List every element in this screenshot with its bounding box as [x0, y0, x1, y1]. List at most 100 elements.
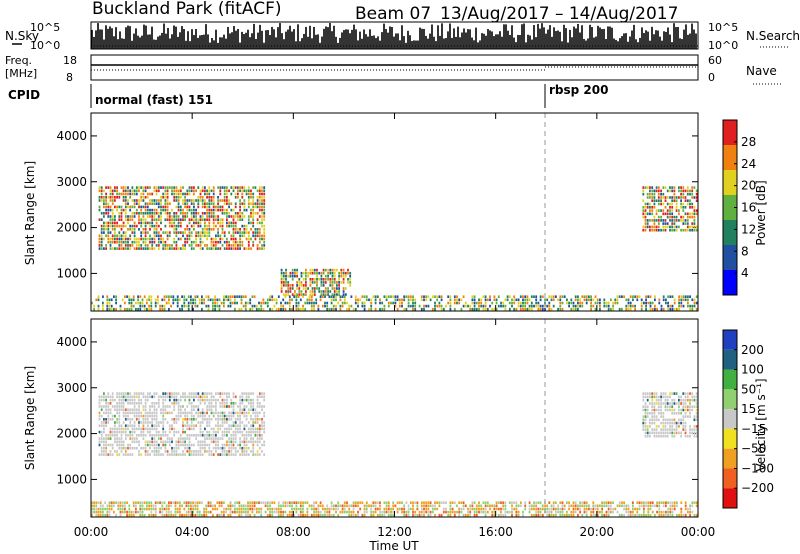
echo-cell [157, 434, 160, 437]
echo-cell [135, 408, 138, 411]
echo-cell [133, 437, 136, 440]
echo-cell [660, 513, 663, 517]
echo-cell [434, 301, 436, 305]
echo-cell [412, 298, 414, 302]
echo-cell [504, 504, 507, 508]
echo-cell [173, 418, 176, 421]
echo-cell [329, 281, 332, 284]
echo-cell [414, 510, 417, 514]
echo-cell [642, 425, 645, 428]
echo-cell [504, 501, 507, 504]
freq-tick-high: 18 [63, 54, 77, 67]
echo-cell [489, 304, 491, 308]
echo-cell [313, 504, 315, 508]
echo-cell [107, 205, 110, 209]
echo-cell [193, 212, 195, 215]
echo-cell [146, 196, 149, 199]
echo-cell [666, 405, 669, 408]
echo-cell [678, 304, 680, 308]
echo-cell [212, 453, 215, 456]
echo-cell [585, 510, 588, 514]
echo-cell [215, 247, 217, 250]
echo-cell [140, 237, 143, 241]
echo-cell [107, 231, 110, 234]
echo-cell [146, 247, 149, 250]
echo-cell [658, 510, 661, 514]
echo-cell [93, 510, 95, 514]
echo-cell [302, 510, 304, 514]
echo-cell [127, 411, 129, 415]
echo-cell [133, 405, 136, 408]
echo-cell [226, 453, 228, 456]
echo-cell [154, 501, 157, 504]
echo-cell [204, 221, 206, 225]
echo-cell [103, 224, 105, 228]
echo-cell [263, 240, 266, 244]
echo-cell [212, 215, 215, 218]
echo-cell [684, 501, 687, 504]
echo-cell [581, 295, 584, 298]
echo-cell [103, 247, 105, 250]
echo-cell [252, 199, 255, 202]
echo-cell [166, 208, 169, 212]
echo-cell [197, 414, 200, 418]
echo-cell [484, 501, 487, 504]
echo-cell [131, 395, 134, 399]
echo-cell [195, 405, 197, 408]
echo-cell [574, 307, 577, 311]
echo-cell [682, 295, 685, 298]
echo-cell [655, 219, 658, 222]
echo-cell [209, 298, 212, 302]
echo-cell [337, 504, 340, 508]
echo-cell [691, 510, 694, 514]
echo-cell [300, 281, 303, 284]
echo-cell [199, 427, 202, 431]
echo-cell [686, 392, 689, 395]
echo-cell [306, 298, 309, 302]
echo-cell [110, 504, 113, 508]
echo-cell [669, 513, 672, 517]
echo-cell [234, 186, 237, 189]
echo-cell [365, 295, 368, 298]
echo-cell [226, 440, 228, 444]
echo-cell [109, 199, 112, 202]
echo-cell [234, 504, 236, 508]
echo-cell [695, 189, 698, 193]
echo-cell [205, 513, 208, 517]
echo-cell [359, 298, 362, 302]
echo-cell [671, 186, 674, 189]
echo-cell [109, 408, 112, 411]
echo-cell [146, 221, 149, 225]
echo-cell [493, 307, 496, 311]
echo-cell [288, 504, 291, 508]
echo-cell [280, 504, 282, 508]
echo-cell [219, 446, 222, 450]
echo-cell [667, 295, 669, 298]
echo-cell [181, 304, 183, 308]
echo-cell [208, 212, 211, 215]
echo-cell [129, 234, 132, 238]
echo-cell [436, 295, 439, 298]
echo-cell [258, 205, 261, 209]
echo-cell [330, 295, 333, 298]
echo-cell [183, 513, 186, 517]
echo-cell [480, 304, 483, 308]
echo-cell [162, 424, 165, 427]
echo-cell [550, 295, 553, 298]
echo-cell [669, 228, 671, 232]
echo-cell [241, 411, 244, 415]
echo-cell [646, 392, 649, 395]
echo-cell [103, 446, 105, 450]
echo-cell [682, 222, 685, 225]
echo-cell [297, 513, 300, 517]
echo-cell [164, 224, 167, 228]
echo-cell [320, 290, 323, 293]
echo-cell [247, 221, 250, 225]
echo-cell [256, 202, 259, 205]
echo-cell [568, 501, 570, 504]
echo-cell [212, 430, 215, 434]
colorbar-frame [722, 329, 738, 509]
echo-cell [347, 278, 349, 281]
echo-cell [315, 501, 318, 504]
echo-cell [318, 278, 321, 281]
